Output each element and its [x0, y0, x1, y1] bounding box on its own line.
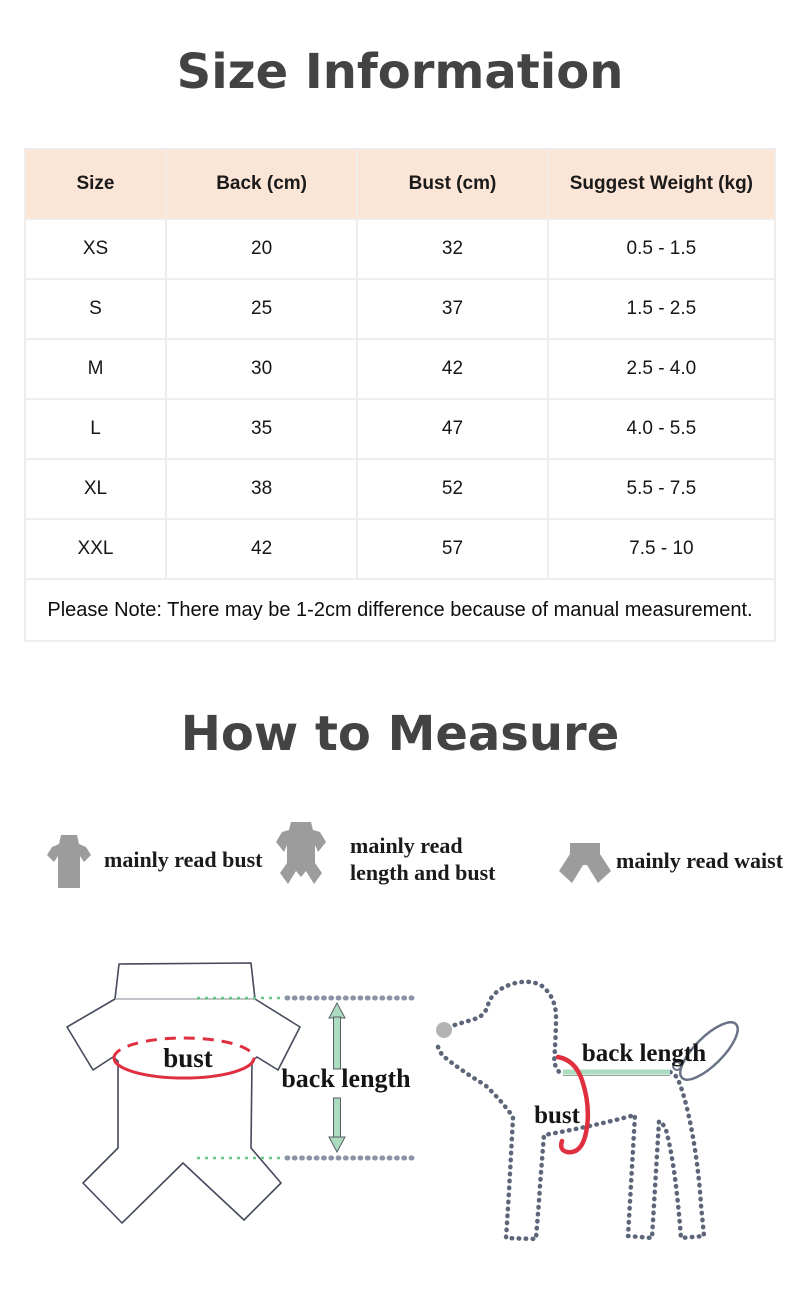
bust-arc	[555, 1054, 591, 1155]
table-row-m: M 30 42 2.5 - 4.0	[24, 338, 777, 400]
measurement-note: Please Note: There may be 1-2cm differen…	[24, 578, 776, 642]
table-cell: 38	[164, 458, 359, 520]
table-cell: 2.5 - 4.0	[546, 338, 777, 400]
table-cell: XS	[24, 218, 167, 280]
dog-jumpsuit-icon	[276, 822, 326, 884]
measure-hint-length-and-bust: mainly read length and bust	[350, 832, 496, 886]
header-weight: Suggest Weight (kg)	[546, 148, 777, 220]
table-cell: 57	[356, 518, 549, 580]
table-cell: 30	[164, 338, 359, 400]
table-cell: S	[24, 278, 167, 340]
dog-back-length-label: back length	[582, 1040, 706, 1067]
table-row-l: L 35 47 4.0 - 5.5	[24, 398, 777, 460]
dog-nose	[436, 1022, 452, 1038]
bust-ellipse-top	[112, 1036, 256, 1059]
table-cell: 32	[356, 218, 549, 280]
table-cell: 42	[164, 518, 359, 580]
page-title-how-to-measure: How to Measure	[180, 706, 620, 762]
table-cell: 47	[356, 398, 549, 460]
dog-bust-label: bust	[534, 1102, 581, 1129]
size-table: Size Back (cm) Bust (cm) Suggest Weight …	[24, 148, 777, 642]
table-row-xl: XL 38 52 5.5 - 7.5	[24, 458, 777, 520]
measure-hint-line1: mainly read	[350, 833, 463, 858]
table-cell: 25	[164, 278, 359, 340]
back-length-arrow	[328, 1001, 346, 1154]
table-row-xs: XS 20 32 0.5 - 1.5	[24, 218, 777, 280]
table-cell: XL	[24, 458, 167, 520]
table-cell: M	[24, 338, 167, 400]
garment-measure-diagram: bust back length	[66, 962, 416, 1224]
dog-outline	[433, 979, 707, 1242]
table-cell: 42	[356, 338, 549, 400]
header-bust: Bust (cm)	[356, 148, 549, 220]
bust-ellipse-bottom	[112, 1057, 256, 1080]
table-cell: 5.5 - 7.5	[546, 458, 777, 520]
table-cell: 37	[356, 278, 549, 340]
table-cell: 52	[356, 458, 549, 520]
table-cell: 0.5 - 1.5	[546, 218, 777, 280]
table-cell: L	[24, 398, 167, 460]
size-table-header-row: Size Back (cm) Bust (cm) Suggest Weight …	[24, 148, 777, 220]
header-size: Size	[24, 148, 167, 220]
garment-bust-label: bust	[163, 1043, 213, 1073]
table-cell: 35	[164, 398, 359, 460]
table-cell: 1.5 - 2.5	[546, 278, 777, 340]
page-title-size-information: Size Information	[176, 44, 624, 100]
table-cell: XXL	[24, 518, 167, 580]
table-cell: 4.0 - 5.5	[546, 398, 777, 460]
dog-shirt-icon	[47, 835, 91, 888]
table-note-row: Please Note: There may be 1-2cm differen…	[24, 578, 776, 642]
garment-outline	[66, 962, 301, 1224]
header-back: Back (cm)	[164, 148, 359, 220]
tail-loop	[679, 1021, 739, 1081]
table-cell: 7.5 - 10	[546, 518, 777, 580]
garment-back-length-label: back length	[281, 1064, 411, 1093]
rump-ring	[672, 1061, 682, 1071]
measure-hint-waist: mainly read waist	[616, 848, 784, 873]
table-row-s: S 25 37 1.5 - 2.5	[24, 278, 777, 340]
dog-measure-diagram: back length bust	[433, 979, 739, 1242]
measure-hint-bust: mainly read bust	[104, 847, 263, 872]
dog-pants-icon	[559, 843, 611, 883]
table-row-xxl: XXL 42 57 7.5 - 10	[24, 518, 777, 580]
measure-hint-line2: length and bust	[350, 860, 496, 885]
table-cell: 20	[164, 218, 359, 280]
